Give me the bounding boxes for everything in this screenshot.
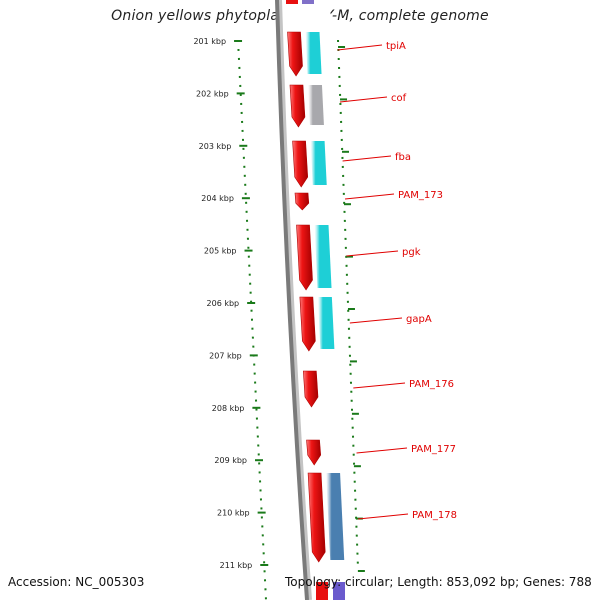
gene-label: PAM_176: [409, 379, 454, 390]
gene-label: pgk: [402, 247, 421, 258]
gene-arrow: [294, 192, 310, 211]
gene-arrow: [316, 582, 328, 600]
reference-bar: [310, 141, 327, 185]
gene-label: PAM_173: [398, 190, 443, 201]
gene-arrow: [289, 84, 306, 128]
backbone-shadow: [276, 0, 312, 600]
gene-arrow: [299, 296, 316, 352]
reference-bar: [314, 225, 332, 288]
reference-bar: [317, 297, 335, 349]
gene-label-leader: [339, 96, 388, 103]
gene-label-leader: [356, 447, 408, 454]
gene-label: tpiA: [386, 41, 406, 52]
tick-label: 207 kbp: [209, 351, 242, 360]
gene-label-leader: [346, 250, 399, 257]
tick-label: 211 kbp: [220, 561, 253, 570]
topology-text: Topology: circular; Length: 853,092 bp; …: [285, 575, 592, 589]
gene-label-leader: [349, 317, 403, 324]
tick-label: 203 kbp: [199, 142, 232, 151]
gene-arrow: [296, 224, 313, 291]
reference-bar: [307, 85, 324, 125]
backbone-line: [275, 0, 309, 600]
tick-label: 204 kbp: [201, 194, 234, 203]
gene-label: PAM_178: [412, 510, 457, 521]
gene-arrow: [302, 370, 319, 408]
tick-label: 202 kbp: [196, 89, 229, 98]
reference-bar: [326, 473, 345, 560]
gene-label-leader: [342, 155, 392, 162]
gene-label-leader: [344, 193, 395, 200]
gene-label: cof: [391, 93, 407, 104]
tick-label: 205 kbp: [204, 247, 237, 256]
tick-label: 201 kbp: [193, 37, 226, 46]
scale-ruler: [237, 39, 267, 600]
gene-arrow: [306, 439, 322, 466]
gene-label-leader: [337, 44, 383, 51]
tick-label: 206 kbp: [207, 299, 240, 308]
gene-label: fba: [395, 152, 411, 163]
reference-bar: [333, 582, 345, 600]
tick-label: 209 kbp: [214, 456, 247, 465]
tick-label: 210 kbp: [217, 509, 250, 518]
gene-arrow: [292, 140, 309, 188]
gene-label: PAM_177: [411, 444, 456, 455]
gene-arrow: [286, 0, 298, 4]
reference-bar: [305, 32, 322, 74]
gene-arrow: [307, 472, 326, 563]
accession-text: Accession: NC_005303: [8, 575, 145, 589]
gene-label-leader: [353, 382, 406, 389]
gene-label: gapA: [406, 314, 432, 325]
gene-arrow: [287, 31, 303, 77]
gene-label-leader: [358, 513, 409, 520]
tick-label: 208 kbp: [212, 404, 245, 413]
reference-bar: [302, 0, 314, 4]
